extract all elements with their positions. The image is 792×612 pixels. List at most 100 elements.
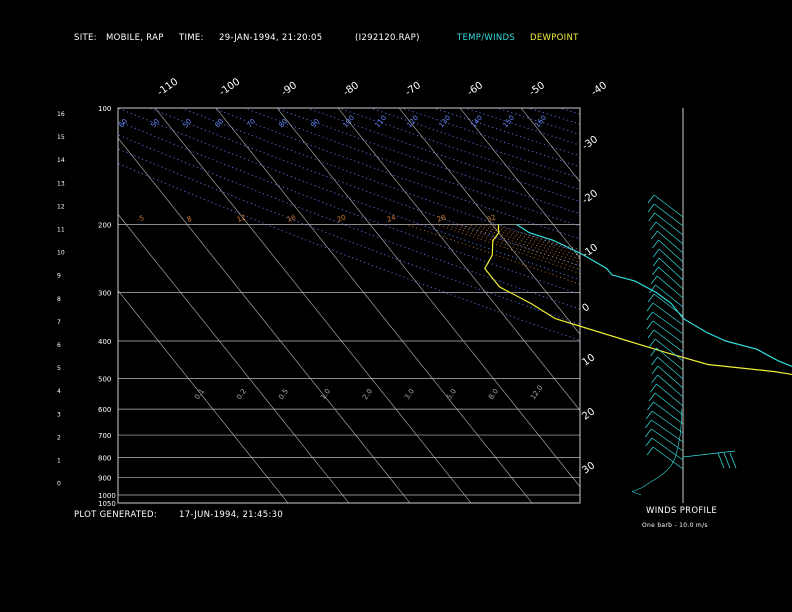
wind-barb-flag [651,230,658,240]
isotherm-line [704,108,792,503]
moist-adiabat-label: 24 [386,213,398,224]
isotherm-line [520,108,580,183]
wind-barb-flag [652,266,659,276]
file-name: (I292120.RAP) [355,33,420,43]
wind-barb [652,320,684,344]
dewpoint-profile-line [484,224,792,376]
wind-barb [656,383,684,407]
wind-barb-flag [647,203,655,213]
dry-adiabat-curve [212,108,580,240]
dry-adiabat-curve [149,108,580,267]
wind-barb-flag [650,275,658,285]
top-temperature-label: -110 [155,76,180,98]
moist-adiabat-curve [452,224,580,267]
theta-label: 50 [181,117,193,129]
isotherm-line [118,290,289,503]
dry-adiabat-curve [243,108,580,227]
isobar-label: 700 [98,432,111,440]
height-tick-label: 1 [57,458,61,465]
right-temperature-label: 20 [580,406,597,422]
wind-barb-flag [645,419,652,429]
top-temperature-label: -100 [217,76,242,98]
wind-barb-flag [652,257,660,267]
dry-adiabat-curve [118,120,580,295]
isobar-label: 1000 [98,492,116,500]
dry-adiabat-curve [307,108,580,203]
theta-label: 160 [533,114,548,129]
right-temperature-label: -20 [580,188,600,206]
wind-barb-flag [646,311,653,321]
moist-adiabat-curve [491,224,580,251]
wind-barb-flag [647,194,655,204]
top-temperature-label: -60 [465,80,485,98]
wind-barb-flag [648,392,656,402]
top-temperature-label: -80 [341,80,361,98]
mixing-ratio-label: 5.0 [445,387,458,401]
wind-barb [658,266,684,290]
wind-barb-flag [647,329,655,339]
temperature-profile-line [516,223,792,368]
height-tick-label: 5 [57,365,61,372]
dry-adiabat-curve [592,108,792,503]
dry-adiabat-curve [118,108,580,281]
surface-wind-flag [723,452,731,469]
wind-barb [652,446,684,470]
moist-adiabat-curve [444,224,580,271]
mixing-ratio-label: 12.0 [529,384,544,401]
wind-barb-flag [647,401,654,411]
mixing-ratio-line [784,409,792,503]
dry-adiabat-curve [180,108,580,253]
height-tick-label: 3 [57,411,61,418]
dry-adiabat-curve [433,108,580,157]
moist-adiabat-label: 12 [236,213,247,224]
height-tick-label: 12 [57,203,65,210]
theta-label: 120 [405,114,420,129]
plot-generated-label: PLOT GENERATED: [74,510,158,520]
wind-barb-flag [650,383,657,393]
wind-barb [653,293,684,317]
wind-barb [651,428,684,452]
wind-barb [656,347,684,371]
time-label: TIME: [179,33,204,43]
dry-adiabat-curve [686,108,792,503]
isotherm-line [118,213,350,503]
mixing-ratio-label: 0.1 [193,387,206,401]
wind-barb-flag [646,446,654,456]
wind-barb-flag [648,338,656,348]
wind-barb [654,212,684,236]
wind-barb [656,275,684,299]
wind-barb-flag [646,320,654,330]
right-temperature-label: -10 [580,242,600,260]
top-temperature-label: -90 [279,80,299,98]
theta-label: 60 [213,117,225,129]
top-temperature-label: -70 [403,80,423,98]
isobar-label: 200 [98,221,111,229]
isobar-label: 800 [98,454,111,462]
wind-barb [657,230,684,254]
wind-barb-flag [650,347,657,357]
right-temperature-label: -30 [580,134,600,152]
dry-adiabat-curve [623,108,792,503]
right-temperature-label: 0 [580,302,592,315]
isotherm-line [118,137,411,503]
moist-adiabat-curve [475,224,580,257]
wind-barb [658,239,684,263]
plot-generated-value: 17-JUN-1994, 21:45:30 [179,510,284,520]
isobar-label: 500 [98,376,111,384]
moist-adiabat-label: 32 [486,213,497,224]
isobar-label: 300 [98,290,111,298]
winds-profile-note: One barb - 10.0 m/s [642,522,708,529]
isotherm-line [582,108,792,503]
mixing-ratio-label: 3.0 [403,387,416,401]
wind-barb [651,419,684,443]
moist-adiabat-curve [460,224,580,263]
theta-label: 60 [117,117,129,129]
theta-label: 50 [149,117,161,129]
wind-barb [657,374,684,398]
wind-barb [658,257,684,281]
isotherm-line [215,108,533,503]
wind-barb-flag [651,374,658,384]
wind-barb [657,365,684,389]
moist-adiabat-curve [436,224,580,275]
theta-label: 90 [309,117,321,129]
